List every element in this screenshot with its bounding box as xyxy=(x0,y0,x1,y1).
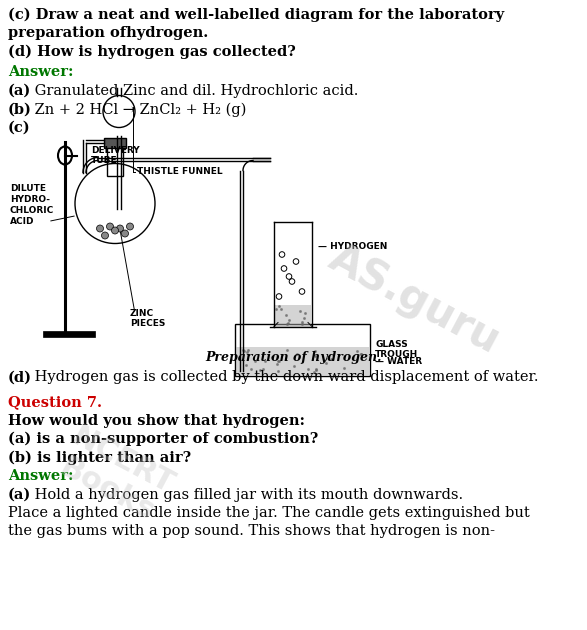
Text: (c): (c) xyxy=(8,121,31,135)
Text: (d) How is hydrogen gas collected?: (d) How is hydrogen gas collected? xyxy=(8,45,296,59)
Text: GLASS: GLASS xyxy=(375,340,408,349)
Text: TROUGH: TROUGH xyxy=(375,350,419,359)
Text: (c) Draw a neat and well-labelled diagram for the laboratory: (c) Draw a neat and well-labelled diagra… xyxy=(8,8,504,23)
Bar xyxy=(107,146,123,176)
Text: (b): (b) xyxy=(8,103,32,117)
Text: AS.guru: AS.guru xyxy=(322,238,508,363)
Text: How would you show that hydrogen:: How would you show that hydrogen: xyxy=(8,413,305,428)
Text: DELIVERY: DELIVERY xyxy=(91,146,140,155)
Text: Zn + 2 HCl → ZnCl₂ + H₂ (g): Zn + 2 HCl → ZnCl₂ + H₂ (g) xyxy=(30,103,247,117)
Text: TUBE: TUBE xyxy=(91,156,117,165)
Bar xyxy=(43,331,95,336)
Text: Answer:: Answer: xyxy=(8,469,73,483)
Text: PIECES: PIECES xyxy=(130,319,166,328)
Text: preparation ofhydrogen.: preparation ofhydrogen. xyxy=(8,26,208,40)
Text: — HYDROGEN: — HYDROGEN xyxy=(318,242,387,251)
Bar xyxy=(275,304,311,326)
Text: ZINC: ZINC xyxy=(130,309,154,319)
Text: Question 7.: Question 7. xyxy=(8,395,102,409)
Text: Granulated Zinc and dil. Hydrochloric acid.: Granulated Zinc and dil. Hydrochloric ac… xyxy=(30,84,359,98)
Text: Answer:: Answer: xyxy=(8,66,73,79)
Circle shape xyxy=(127,223,133,230)
Text: (a): (a) xyxy=(8,488,31,501)
Bar xyxy=(235,323,370,375)
Text: Place a lighted candle inside the jar. The candle gets extinguished but: Place a lighted candle inside the jar. T… xyxy=(8,506,529,520)
Circle shape xyxy=(116,225,123,232)
Circle shape xyxy=(122,230,129,237)
Circle shape xyxy=(102,232,109,239)
Text: (a): (a) xyxy=(8,84,31,98)
Circle shape xyxy=(96,225,103,232)
Text: (a) is a non-supporter of combustion?: (a) is a non-supporter of combustion? xyxy=(8,432,318,447)
Text: (b) is lighter than air?: (b) is lighter than air? xyxy=(8,450,191,465)
Text: — WATER: — WATER xyxy=(375,357,422,366)
Circle shape xyxy=(106,223,113,230)
Circle shape xyxy=(112,227,119,234)
Bar xyxy=(104,137,126,147)
Text: THISTLE FUNNEL: THISTLE FUNNEL xyxy=(137,167,222,176)
Text: NCERT
Books: NCERT Books xyxy=(51,421,179,529)
Text: Hold a hydrogen gas filled jar with its mouth downwards.: Hold a hydrogen gas filled jar with its … xyxy=(30,488,463,501)
Text: ACID: ACID xyxy=(10,217,35,226)
Text: HYDRO-: HYDRO- xyxy=(10,195,50,204)
Text: Preparation of hydrogen.: Preparation of hydrogen. xyxy=(205,350,382,364)
Text: DILUTE: DILUTE xyxy=(10,184,46,193)
Text: Hydrogen gas is collected by the down-ward displacement of water.: Hydrogen gas is collected by the down-wa… xyxy=(30,370,538,384)
Text: CHLORIC: CHLORIC xyxy=(10,206,54,215)
Text: (d): (d) xyxy=(8,370,32,384)
Text: the gas bums with a pop sound. This shows that hydrogen is non-: the gas bums with a pop sound. This show… xyxy=(8,525,495,539)
Bar xyxy=(236,347,369,374)
